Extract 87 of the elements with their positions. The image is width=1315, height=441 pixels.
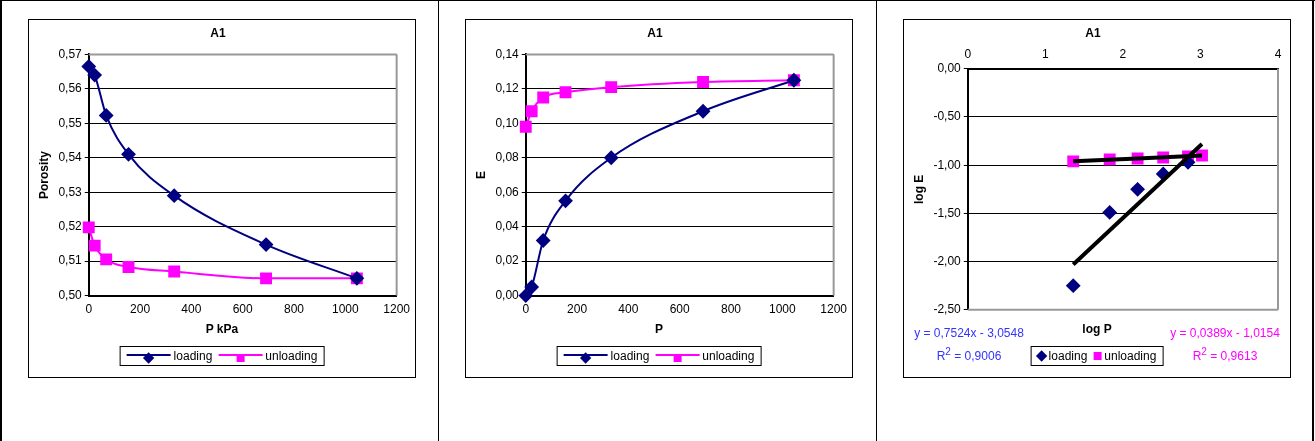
point (167, 188, 182, 203)
y-tick-label: 0,04 (495, 219, 520, 233)
y-tick-label: 0,54 (58, 150, 83, 165)
y-axis-title: log E (911, 174, 926, 204)
x-tick-label: 600 (669, 302, 691, 317)
point (260, 272, 272, 285)
text: R$^{2}$ = 0,9613 (1191, 346, 1259, 363)
y-tick-label: 0,00 (937, 61, 962, 76)
point (697, 76, 709, 88)
x-tick-label: 400 (618, 302, 639, 317)
point (524, 279, 539, 294)
x-tick-label: 3 (1197, 46, 1205, 61)
y-axis-title: E (473, 170, 488, 180)
point (696, 104, 711, 119)
y-tick-label: 0,50 (58, 287, 83, 302)
y-tick-label: 0,57 (58, 46, 83, 61)
x-tick-label: 0 (964, 46, 972, 61)
x-tick-label: 2 (1119, 46, 1127, 61)
chart-title: A1 (647, 25, 663, 40)
y-tick-label: 0,53 (58, 184, 83, 199)
point (604, 150, 619, 165)
y-tick-label: 0,06 (495, 184, 520, 199)
x-tick-label: 200 (130, 302, 151, 317)
point (559, 86, 572, 99)
y-tick-label: -2,50 (933, 302, 962, 317)
y-axis-title: Porosity (36, 150, 51, 200)
x-tick-label: 4 (1274, 46, 1282, 61)
chart-title: A1 (1085, 25, 1101, 40)
x-tick-label: 1000 (768, 302, 797, 317)
point (87, 68, 102, 83)
legend-label: unloading (265, 349, 318, 363)
x-tick-label: 1 (1041, 46, 1049, 61)
point (81, 59, 96, 74)
x-axis-title: P (654, 322, 664, 336)
text: y = 0,7524x - 3,0548 (913, 326, 1025, 340)
y-tick-label: 0,14 (495, 46, 520, 61)
point (99, 108, 114, 123)
point (1066, 278, 1081, 293)
x-axis-title: P kPa (204, 322, 240, 336)
x-tick-label: 1200 (383, 302, 411, 317)
point (558, 193, 573, 208)
point (1130, 182, 1145, 197)
legend-label: loading (610, 349, 650, 363)
legend-label: loading (1048, 349, 1088, 363)
point (525, 105, 538, 118)
text: y = 0,0389x - 1,0154 (1169, 326, 1281, 340)
chart-title: A1 (210, 25, 226, 40)
y-tick-label: 0,02 (495, 253, 520, 268)
y-tick-label: -1,50 (933, 205, 962, 220)
y-tick-label: -2,00 (933, 253, 962, 268)
y-tick-label: -0,50 (933, 109, 962, 124)
x-tick-label: 800 (284, 302, 305, 317)
y-tick-label: 0,10 (495, 115, 520, 130)
y-tick-label: 0,52 (58, 219, 83, 233)
x-tick-label: 1000 (331, 302, 360, 317)
point (537, 91, 550, 104)
point (259, 237, 274, 252)
point (122, 261, 135, 273)
x-axis-title: log P (1082, 322, 1112, 336)
x-tick-label: 0 (522, 302, 530, 317)
x-tick-label: 800 (721, 302, 742, 317)
point (168, 265, 181, 278)
x-tick-label: 0 (85, 302, 93, 317)
text: R$^{2}$ = 0,9006 (935, 346, 1003, 363)
point (100, 253, 113, 266)
x-tick-label: 600 (232, 302, 254, 317)
legend-label: unloading (702, 349, 755, 363)
point (1102, 205, 1117, 220)
legend-label: unloading (1104, 349, 1157, 363)
point (121, 147, 136, 162)
x-tick-label: 1200 (820, 302, 848, 317)
y-tick-label: 0,00 (495, 287, 520, 302)
x-tick-label: 200 (567, 302, 588, 317)
y-tick-label: 0,51 (58, 253, 83, 268)
point (82, 221, 95, 234)
point (519, 120, 532, 133)
y-tick-label: 0,12 (495, 81, 520, 96)
y-tick-label: -1,00 (933, 157, 962, 172)
point (605, 81, 618, 94)
point (536, 233, 551, 248)
y-tick-label: 0,08 (495, 150, 520, 165)
legend-label: loading (173, 349, 213, 363)
y-tick-label: 0,55 (58, 115, 83, 130)
point (518, 288, 533, 303)
point (88, 239, 101, 252)
y-tick-label: 0,56 (58, 81, 83, 96)
x-tick-label: 400 (181, 302, 202, 317)
